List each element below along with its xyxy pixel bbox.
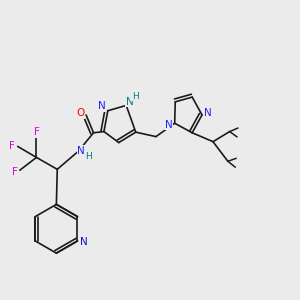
Text: F: F — [11, 167, 17, 177]
Text: F: F — [9, 140, 15, 151]
Text: H: H — [132, 92, 139, 101]
Text: N: N — [126, 97, 134, 107]
Text: N: N — [204, 108, 212, 118]
Text: F: F — [34, 127, 40, 137]
Text: N: N — [77, 146, 85, 156]
Text: N: N — [98, 101, 106, 111]
Text: H: H — [85, 152, 92, 161]
Text: O: O — [76, 108, 85, 118]
Text: N: N — [165, 120, 172, 130]
Text: N: N — [80, 237, 87, 248]
